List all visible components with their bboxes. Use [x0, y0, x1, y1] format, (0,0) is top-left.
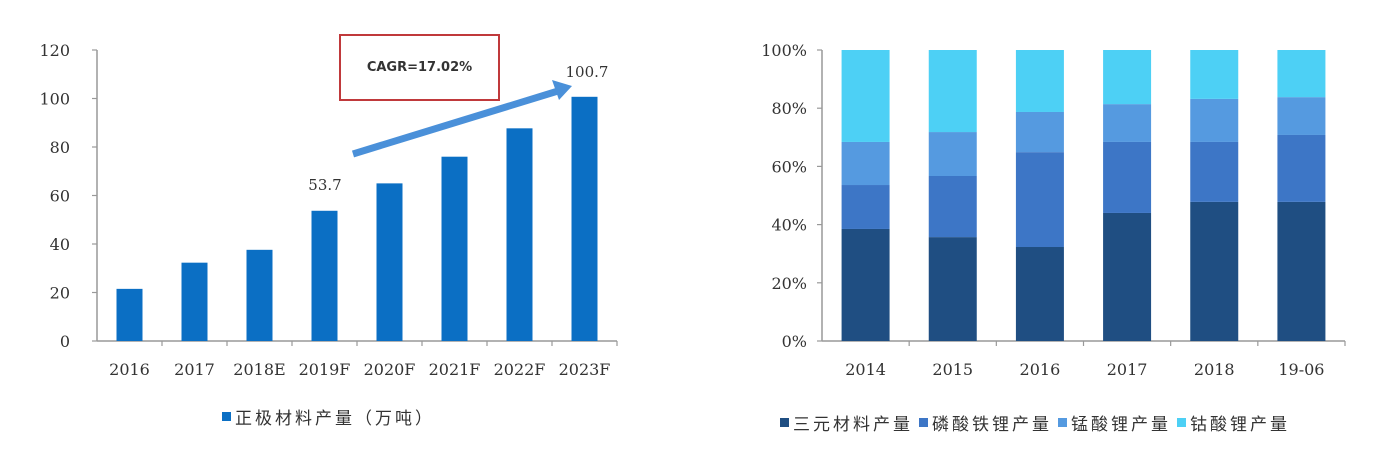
- segment: [1190, 98, 1239, 142]
- segment: [1015, 152, 1064, 248]
- y-tick-label: 40: [50, 235, 70, 254]
- legend-label: 磷酸铁锂产量: [932, 415, 1052, 435]
- stacked-bar-2018: [1190, 50, 1239, 341]
- segment: [1103, 141, 1152, 213]
- bar-2016: [116, 288, 143, 341]
- left-chart-panel: 0 20 40 60 80 100 120 2016 2017 2018E 2019F 2020F 2…: [0, 0, 700, 455]
- bar-2023F: [571, 96, 598, 342]
- stacked-bar-2016: [1015, 50, 1064, 341]
- legend-item-cathode-output: 正极材料产量（万吨）: [222, 404, 435, 429]
- legend-swatch-icon: [222, 412, 231, 421]
- y-tick-label: 60: [50, 187, 70, 206]
- stacked-bar-2014: [841, 50, 890, 341]
- y-tick-label: 20%: [771, 274, 807, 293]
- segment: [1103, 212, 1152, 341]
- bar-2017: [181, 262, 208, 341]
- right-chart-panel: 0% 20% 40% 60% 80% 100% 2014 2015 2016 2017 2018 1…: [700, 0, 1400, 455]
- bar-2022F: [506, 128, 533, 341]
- y-tick-label: 20: [50, 284, 70, 303]
- y-tick-label: 120: [39, 41, 70, 60]
- x-tick-label: 19-06: [1278, 360, 1324, 379]
- segment: [1277, 97, 1326, 135]
- legend-item-lco: 钴酸锂产量: [1177, 410, 1290, 435]
- segment: [1277, 134, 1326, 202]
- x-tick-label: 2019F: [299, 360, 351, 379]
- legend-swatch-icon: [1177, 418, 1186, 427]
- segment: [1190, 141, 1239, 202]
- bar-2021F: [441, 156, 468, 341]
- segment: [1015, 247, 1064, 341]
- y-tick-label: 0: [60, 332, 70, 351]
- bars: [116, 96, 598, 342]
- segment: [1277, 201, 1326, 341]
- segment: [841, 185, 890, 229]
- x-tick-label: 2014: [845, 360, 886, 379]
- cathode-mix-stacked-chart: 0% 20% 40% 60% 80% 100% 2014 2015 2016 2017 2018 1…: [761, 41, 1346, 379]
- legend-item-lfp: 磷酸铁锂产量: [919, 410, 1052, 435]
- x-tick-label: 2016: [109, 360, 150, 379]
- segment: [928, 237, 977, 341]
- legend-swatch-icon: [919, 418, 928, 427]
- y-axis-ticks: 0 20 40 60 80 100 120: [39, 41, 97, 351]
- left-legend: 正极材料产量（万吨）: [222, 404, 441, 429]
- stacked-bar-2017: [1103, 50, 1152, 341]
- legend-swatch-icon: [1058, 418, 1067, 427]
- segment: [928, 50, 977, 133]
- legend-label: 正极材料产量（万吨）: [235, 409, 435, 429]
- segment: [841, 50, 890, 142]
- x-tick-label: 2023F: [559, 360, 611, 379]
- x-axis-ticks: 2014 2015 2016 2017 2018 19-06: [845, 341, 1346, 379]
- stacked-bars: [841, 50, 1326, 341]
- x-tick-label: 2020F: [364, 360, 416, 379]
- x-tick-label: 2022F: [494, 360, 546, 379]
- segment: [1015, 111, 1064, 153]
- segment: [1103, 50, 1152, 105]
- y-tick-label: 100: [39, 90, 70, 109]
- legend-swatch-icon: [780, 418, 789, 427]
- y-axis-ticks: 0% 20% 40% 60% 80% 100%: [761, 41, 822, 351]
- y-tick-label: 0%: [782, 332, 807, 351]
- segment: [928, 176, 977, 238]
- segment: [1277, 50, 1326, 98]
- y-tick-label: 100%: [761, 41, 807, 60]
- segment: [841, 141, 890, 186]
- segment: [1015, 50, 1064, 112]
- x-tick-label: 2016: [1020, 360, 1061, 379]
- y-tick-label: 80%: [771, 99, 807, 118]
- x-tick-label: 2018: [1194, 360, 1235, 379]
- legend-label: 锰酸锂产量: [1071, 415, 1171, 435]
- cagr-annotation-box: CAGR=17.02%: [339, 34, 500, 101]
- bar-2020F: [376, 183, 403, 341]
- y-tick-label: 60%: [771, 157, 807, 176]
- x-tick-label: 2021F: [429, 360, 481, 379]
- x-tick-label: 2017: [1107, 360, 1148, 379]
- x-tick-label: 2018E: [233, 360, 285, 379]
- segment: [1103, 104, 1152, 142]
- segment: [1190, 201, 1239, 341]
- x-axis-ticks: 2016 2017 2018E 2019F 2020F 2021F 2022F 2023F: [109, 341, 618, 379]
- bar-2019F: [311, 210, 338, 341]
- legend-item-ternary: 三元材料产量: [780, 410, 913, 435]
- legend-label: 三元材料产量: [793, 415, 913, 435]
- bar-2018E: [246, 249, 273, 341]
- data-label-2019F: 53.7: [308, 176, 341, 194]
- legend-label: 钴酸锂产量: [1190, 415, 1290, 435]
- stacked-bar-19-06: [1277, 50, 1326, 341]
- stacked-bar-2015: [928, 50, 977, 341]
- data-label-2023F: 100.7: [566, 63, 609, 81]
- segment: [928, 132, 977, 177]
- x-tick-label: 2017: [174, 360, 215, 379]
- segment: [1190, 50, 1239, 99]
- y-tick-label: 80: [50, 138, 70, 157]
- x-tick-label: 2015: [932, 360, 973, 379]
- growth-arrow-icon: [351, 80, 572, 158]
- right-legend: 三元材料产量 磷酸铁锂产量 锰酸锂产量 钴酸锂产量: [780, 410, 1296, 435]
- y-tick-label: 40%: [771, 216, 807, 235]
- segment: [841, 228, 890, 341]
- legend-item-lmo: 锰酸锂产量: [1058, 410, 1171, 435]
